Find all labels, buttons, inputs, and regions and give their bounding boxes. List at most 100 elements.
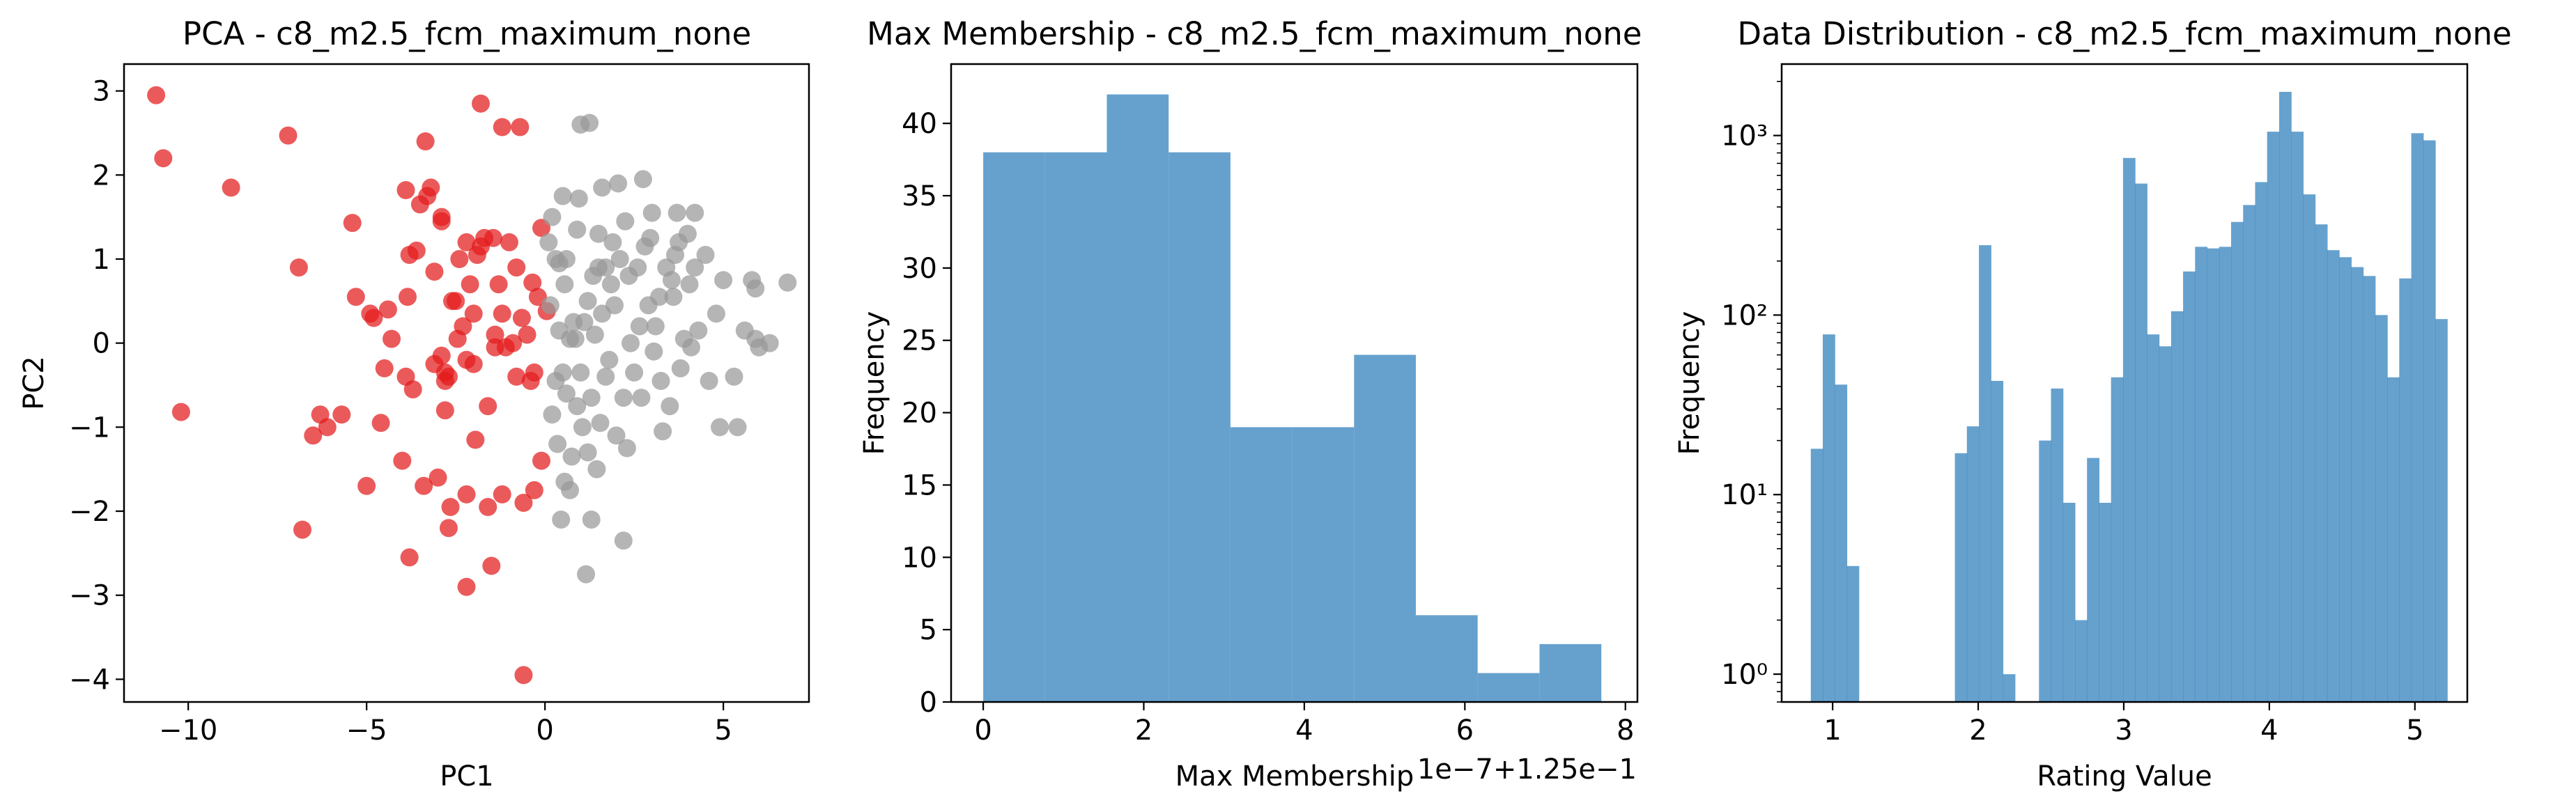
pca-point-gray bbox=[664, 288, 683, 306]
pca-point-gray bbox=[746, 279, 765, 298]
rating-bar bbox=[2255, 182, 2268, 702]
pca-point-gray bbox=[582, 389, 601, 407]
pca-point-red bbox=[472, 94, 490, 113]
rating-bar bbox=[2291, 132, 2304, 703]
membership-bar bbox=[1230, 427, 1293, 702]
pca-point-red bbox=[500, 233, 518, 251]
pca-point-red bbox=[479, 397, 498, 416]
pca-point-gray bbox=[696, 246, 715, 264]
rating-bars-group bbox=[1810, 91, 2448, 703]
pca-point-red bbox=[279, 126, 298, 145]
pca-point-red bbox=[318, 418, 337, 437]
rating-plot-frame bbox=[1780, 63, 2469, 703]
pca-point-gray bbox=[569, 189, 588, 208]
pca-point-gray bbox=[778, 273, 797, 292]
pca-point-red bbox=[400, 548, 419, 567]
rating-x-tick-label: 1 bbox=[1823, 715, 1841, 747]
rating-bar bbox=[2062, 503, 2076, 702]
rating-bar bbox=[1835, 384, 1848, 702]
pca-point-gray bbox=[568, 397, 587, 416]
pca-point-gray bbox=[711, 418, 729, 437]
pca-point-gray bbox=[557, 250, 576, 268]
pca-y-tick-label: 2 bbox=[93, 159, 110, 192]
pca-point-red bbox=[289, 258, 308, 277]
pca-point-gray bbox=[587, 460, 606, 478]
rating-bar bbox=[2387, 377, 2400, 702]
rating-distribution-panel: 1 2 3 4 5 10⁰ 10¹ 10² 10³ Data Distribution - c… bbox=[1674, 15, 2512, 793]
rating-y-ticks: 10⁰ 10¹ 10² 10³ bbox=[1721, 81, 1782, 703]
membership-x-tick-label: 4 bbox=[1295, 715, 1313, 747]
rating-bar bbox=[2339, 257, 2352, 702]
pca-point-red bbox=[378, 300, 397, 319]
pca-points-group bbox=[147, 86, 797, 685]
membership-bar bbox=[1539, 643, 1602, 702]
membership-bar bbox=[1477, 673, 1540, 702]
pca-y-tick-label: 0 bbox=[93, 328, 110, 360]
pca-point-gray bbox=[645, 342, 663, 361]
pca-point-gray bbox=[700, 372, 718, 390]
pca-point-red bbox=[464, 304, 483, 323]
pca-x-tick-label: 5 bbox=[714, 715, 732, 747]
pca-point-gray bbox=[543, 405, 562, 424]
rating-bar bbox=[2147, 334, 2160, 702]
membership-bar bbox=[1354, 354, 1416, 702]
pca-point-gray bbox=[566, 329, 585, 348]
pca-x-tick-label: −5 bbox=[346, 715, 387, 747]
membership-x-tick-label: 2 bbox=[1135, 715, 1152, 747]
membership-y-tick-label: 0 bbox=[920, 687, 937, 719]
rating-bar bbox=[2111, 377, 2124, 702]
membership-x-tick-label: 0 bbox=[974, 715, 992, 747]
pca-point-gray bbox=[760, 334, 779, 352]
pca-point-gray bbox=[575, 313, 594, 331]
pca-point-gray bbox=[668, 203, 686, 222]
pca-point-red bbox=[357, 476, 376, 495]
pca-point-red bbox=[482, 556, 501, 575]
pca-y-tick-label: 3 bbox=[93, 76, 110, 108]
rating-bar bbox=[1966, 426, 1980, 702]
pca-point-gray bbox=[568, 220, 587, 239]
pca-point-gray bbox=[589, 224, 608, 243]
rating-bar bbox=[1991, 380, 2004, 702]
pca-point-red bbox=[435, 401, 454, 420]
pca-point-gray bbox=[682, 338, 700, 357]
membership-y-label: Frequency bbox=[858, 311, 890, 455]
rating-bar bbox=[2207, 248, 2220, 702]
pca-point-red bbox=[371, 414, 390, 432]
pca-point-gray bbox=[553, 187, 572, 205]
pca-point-gray bbox=[607, 426, 626, 445]
rating-bar bbox=[2183, 271, 2196, 702]
pca-point-gray bbox=[650, 288, 668, 306]
pca-point-gray bbox=[603, 233, 622, 251]
pca-point-gray bbox=[552, 510, 571, 529]
rating-bar bbox=[2435, 319, 2448, 702]
pca-point-red bbox=[439, 367, 458, 386]
membership-y-ticks: 0 5 10 15 20 25 30 35 40 bbox=[902, 108, 951, 719]
rating-bar bbox=[2003, 674, 2016, 702]
membership-bars-group bbox=[983, 94, 1602, 703]
pca-point-red bbox=[416, 132, 435, 150]
rating-x-tick-label: 5 bbox=[2406, 715, 2423, 747]
rating-bar bbox=[2039, 440, 2052, 702]
pca-point-gray bbox=[686, 258, 704, 277]
pca-point-gray bbox=[582, 510, 601, 529]
pca-point-gray bbox=[725, 367, 743, 386]
pca-point-gray bbox=[606, 296, 624, 315]
membership-bar bbox=[1169, 152, 1231, 702]
pca-point-gray bbox=[593, 178, 612, 197]
rating-bar bbox=[1810, 448, 1823, 702]
rating-bar bbox=[2159, 346, 2172, 702]
pca-point-gray bbox=[633, 170, 652, 189]
pca-point-gray bbox=[557, 384, 576, 403]
membership-x-tick-label: 6 bbox=[1456, 715, 1474, 747]
pca-point-gray bbox=[616, 212, 635, 231]
pca-point-gray bbox=[641, 228, 660, 247]
rating-bar bbox=[2219, 247, 2232, 702]
membership-plot-frame bbox=[950, 63, 1639, 703]
pca-point-gray bbox=[746, 329, 765, 348]
pca-point-red bbox=[432, 208, 451, 226]
membership-offset-text: 1e−7+1.25e−1 bbox=[1417, 754, 1637, 786]
pca-point-gray bbox=[678, 224, 697, 243]
pca-point-gray bbox=[632, 389, 651, 407]
pca-point-gray bbox=[614, 389, 633, 407]
